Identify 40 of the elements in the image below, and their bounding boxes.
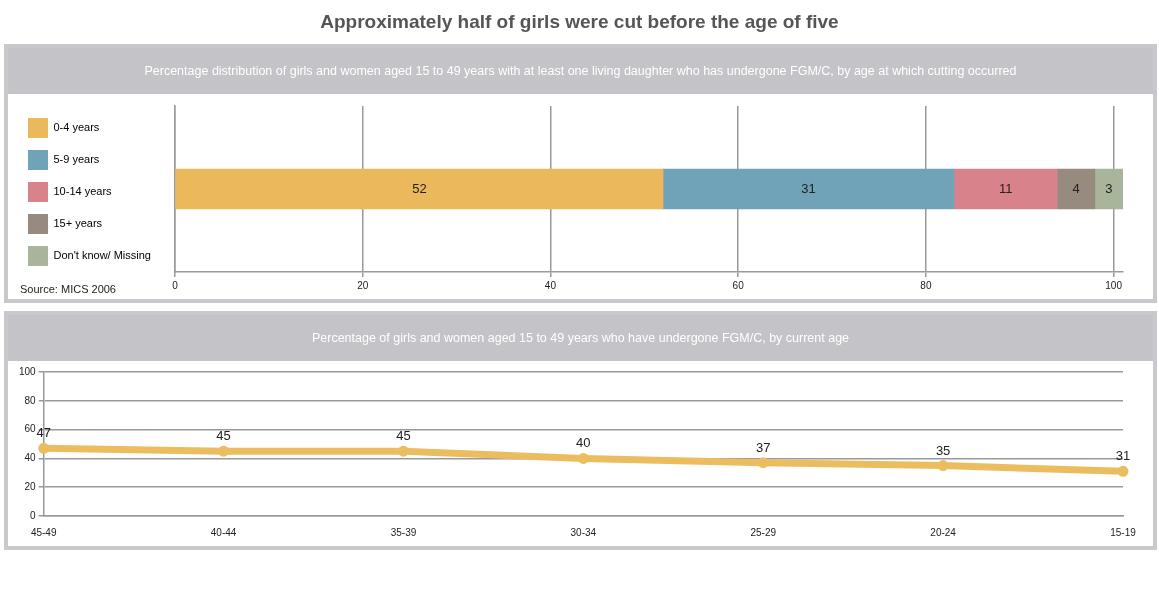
x-tick-label: 80 (920, 279, 932, 291)
chart-title: Approximately half of girls were cut before the age of five (319, 10, 840, 34)
data-label: 40 (576, 435, 591, 451)
x-tick-label: 100 (1105, 279, 1123, 291)
data-label: 35 (935, 442, 951, 458)
x-tick-label: 60 (732, 279, 745, 291)
x-tick-label: 40 (544, 279, 557, 291)
y-tick-label: 40 (24, 452, 37, 464)
x-tick-label: 15-19 (1110, 526, 1137, 538)
y-tick-label: 20 (24, 480, 37, 492)
data-label: 52 (412, 180, 427, 196)
data-label: 31 (801, 180, 816, 196)
source-note: Source: MICS 2006 (20, 283, 116, 295)
data-label: 47 (36, 425, 51, 441)
legend-label: 5-9 years (53, 153, 100, 166)
data-label: 3 (1105, 180, 1113, 196)
data-label: 45 (396, 428, 411, 444)
data-label: 45 (216, 428, 231, 444)
legend-label: 10-14 years (53, 185, 113, 198)
data-label: 37 (755, 439, 771, 455)
y-tick-label: 0 (30, 509, 37, 521)
legend-label: 0-4 years (53, 121, 100, 134)
legend-label: Don't know/ Missing (53, 249, 151, 262)
y-tick-label: 60 (24, 423, 37, 435)
legend-label: 15+ years (53, 217, 103, 230)
x-tick-label: 40-44 (210, 526, 237, 538)
y-tick-label: 100 (19, 365, 37, 377)
x-tick-label: 35-39 (390, 526, 417, 538)
chart-subtitle: Percentage distribution of girls and women aged 15 to 49 years with at least one living daughter who has undergone FGM/C, by age at which cutting occurred (8, 48, 1153, 94)
chart-title: Percentage of girls and women aged 15 to 49 years who have undergone FGM/C, by current age (8, 315, 1153, 361)
x-tick-label: 20 (357, 279, 369, 291)
data-label: 11 (998, 180, 1013, 196)
x-tick-label: 45-49 (30, 526, 57, 538)
y-tick-label: 80 (24, 394, 37, 406)
x-tick-label: 25-29 (750, 526, 777, 538)
x-tick-label: 30-34 (570, 526, 597, 538)
data-label: 4 (1072, 180, 1080, 196)
x-tick-label: 0 (172, 279, 179, 291)
data-label: 31 (1115, 448, 1131, 464)
x-tick-label: 20-24 (930, 526, 957, 538)
